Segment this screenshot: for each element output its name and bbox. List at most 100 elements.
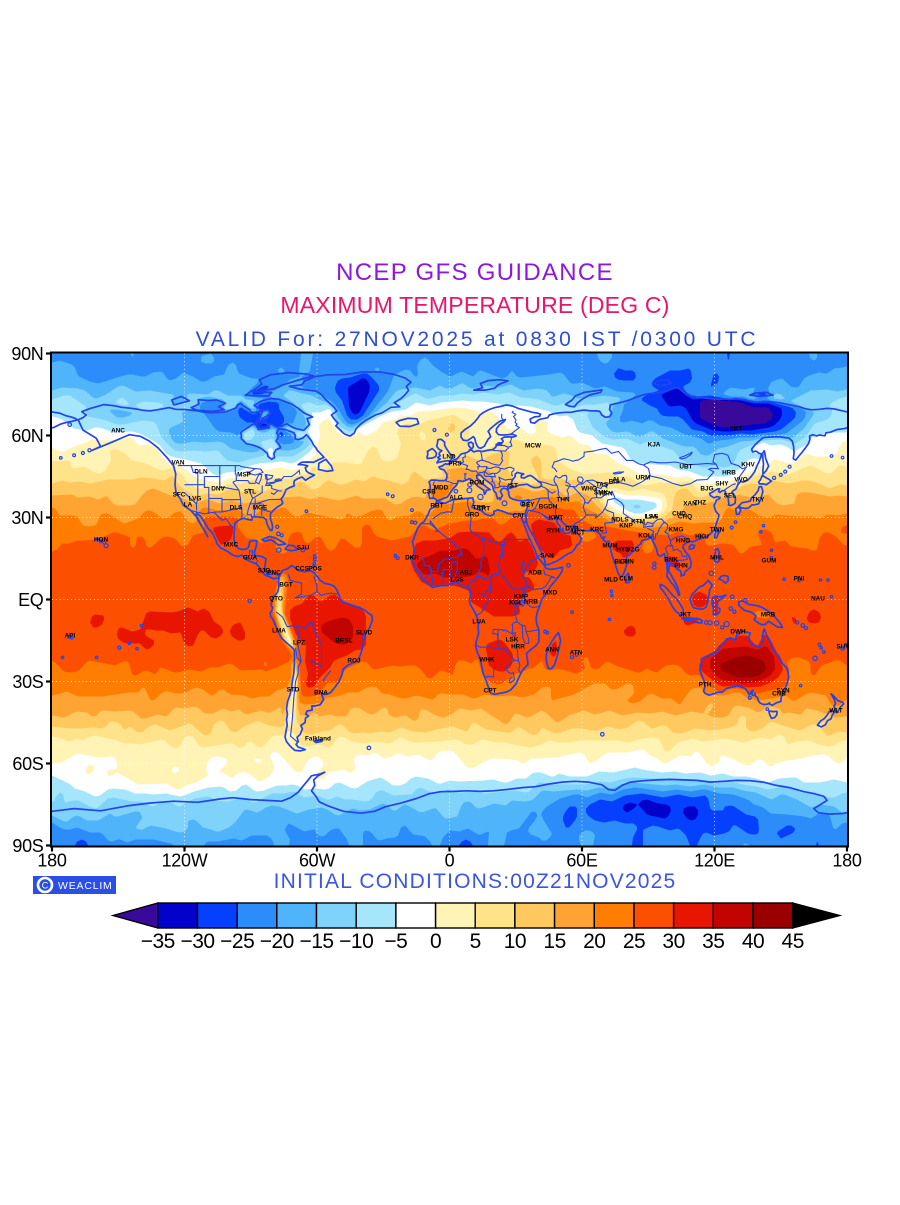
svg-text:KGL: KGL — [509, 600, 523, 607]
svg-text:QTO: QTO — [269, 596, 283, 603]
svg-text:MRB: MRB — [761, 612, 776, 619]
svg-text:C: C — [42, 881, 49, 891]
svg-text:WEACLIM: WEACLIM — [58, 880, 113, 892]
svg-text:ATN: ATN — [570, 650, 583, 657]
svg-text:MCW: MCW — [525, 443, 542, 450]
svg-text:SAN: SAN — [540, 553, 554, 560]
svg-text:LSK: LSK — [506, 637, 519, 644]
svg-text:120W: 120W — [162, 851, 208, 871]
svg-text:NAU: NAU — [811, 596, 825, 603]
svg-text:DNV: DNV — [211, 486, 225, 493]
svg-text:STD: STD — [287, 687, 300, 694]
svg-text:25: 25 — [623, 930, 645, 953]
svg-text:10: 10 — [504, 930, 526, 953]
svg-text:GRO: GRO — [465, 512, 480, 519]
svg-text:KJA: KJA — [648, 442, 661, 449]
svg-text:DWH: DWH — [730, 629, 746, 636]
svg-text:KMG: KMG — [669, 527, 684, 534]
svg-text:PNI: PNI — [794, 576, 805, 583]
svg-text:−25: −25 — [220, 930, 254, 953]
svg-text:−10: −10 — [339, 930, 373, 953]
svg-text:MXD: MXD — [543, 590, 558, 597]
svg-text:40: 40 — [742, 930, 764, 953]
svg-text:CLM: CLM — [619, 576, 633, 583]
svg-text:SLVD: SLVD — [356, 630, 373, 637]
svg-text:KHV: KHV — [741, 462, 755, 469]
svg-text:HNO: HNO — [676, 538, 690, 545]
svg-text:60N: 60N — [11, 426, 43, 446]
svg-text:STL: STL — [244, 489, 256, 496]
svg-text:CHQ: CHQ — [678, 514, 692, 521]
svg-text:SUV: SUV — [836, 644, 850, 651]
svg-text:SJO: SJO — [258, 568, 271, 575]
svg-text:KRC: KRC — [590, 527, 604, 534]
svg-text:WHG: WHG — [581, 486, 597, 493]
svg-text:CAI: CAI — [512, 513, 523, 520]
svg-text:180: 180 — [37, 851, 66, 871]
svg-text:BEY: BEY — [521, 502, 535, 509]
svg-text:URM: URM — [636, 475, 651, 482]
svg-text:DKR: DKR — [405, 555, 419, 562]
svg-text:ALG: ALG — [449, 495, 463, 502]
svg-text:KNP: KNP — [619, 523, 633, 530]
svg-text:UBT: UBT — [679, 464, 692, 471]
svg-text:SMK: SMK — [594, 490, 609, 497]
svg-text:KWT: KWT — [549, 515, 564, 522]
svg-text:−30: −30 — [180, 930, 214, 953]
svg-text:RYH: RYH — [546, 528, 560, 535]
svg-text:HTN: HTN — [599, 491, 613, 498]
svg-text:JKT: JKT — [679, 612, 691, 619]
svg-text:BNK: BNK — [664, 557, 678, 564]
svg-text:HKU: HKU — [695, 534, 709, 541]
svg-text:30N: 30N — [11, 508, 43, 528]
svg-text:LUA: LUA — [472, 619, 486, 626]
svg-text:TKY: TKY — [752, 497, 766, 504]
svg-text:60E: 60E — [566, 851, 597, 871]
svg-text:ROM: ROM — [470, 480, 485, 487]
svg-text:SHY: SHY — [715, 481, 729, 488]
svg-text:CPT: CPT — [484, 688, 497, 695]
svg-text:NDLS: NDLS — [611, 517, 629, 524]
svg-text:MXC: MXC — [224, 542, 239, 549]
svg-text:TRP: TRP — [473, 505, 487, 512]
svg-text:HYD: HYD — [616, 547, 630, 554]
svg-text:0: 0 — [430, 930, 441, 953]
svg-text:KTM: KTM — [631, 519, 645, 526]
svg-text:SYN: SYN — [776, 688, 790, 695]
svg-text:LA: LA — [184, 502, 193, 509]
svg-text:30S: 30S — [12, 672, 43, 692]
svg-text:CSB: CSB — [422, 489, 436, 496]
svg-text:LND: LND — [442, 454, 456, 461]
svg-text:−15: −15 — [299, 930, 333, 953]
svg-text:ROJ: ROJ — [347, 658, 361, 665]
svg-text:MAXIMUM TEMPERATURE (DEG C): MAXIMUM TEMPERATURE (DEG C) — [280, 292, 669, 318]
svg-text:ADB: ADB — [528, 570, 542, 577]
svg-text:CCS: CCS — [295, 566, 309, 573]
svg-text:−5: −5 — [384, 930, 407, 953]
svg-text:ANC: ANC — [111, 428, 125, 435]
svg-text:90S: 90S — [12, 836, 43, 856]
svg-text:WLT: WLT — [829, 708, 842, 715]
svg-text:CNB: CNB — [772, 691, 786, 698]
svg-text:MUM: MUM — [602, 543, 617, 550]
svg-text:DVB: DVB — [565, 526, 579, 533]
svg-text:LGS: LGS — [450, 577, 464, 584]
svg-text:SFC: SFC — [173, 492, 186, 499]
svg-text:PTH: PTH — [699, 682, 712, 689]
svg-text:ALA: ALA — [612, 477, 626, 484]
svg-text:DLN: DLN — [194, 469, 208, 476]
svg-text:ZHZ: ZHZ — [694, 500, 707, 507]
svg-text:TAS: TAS — [596, 482, 609, 489]
svg-text:LSA: LSA — [645, 514, 658, 521]
svg-text:90N: 90N — [11, 344, 43, 364]
svg-text:HRR: HRR — [511, 644, 525, 651]
svg-text:BJG: BJG — [700, 486, 713, 493]
svg-text:45: 45 — [782, 930, 804, 953]
svg-text:LVG: LVG — [189, 496, 202, 503]
svg-text:LPZ: LPZ — [293, 640, 305, 647]
svg-text:0: 0 — [445, 851, 455, 871]
svg-text:60W: 60W — [299, 851, 335, 871]
svg-text:YKT: YKT — [730, 426, 743, 433]
svg-text:LAS: LAS — [646, 514, 660, 521]
svg-text:NRB: NRB — [524, 599, 538, 606]
